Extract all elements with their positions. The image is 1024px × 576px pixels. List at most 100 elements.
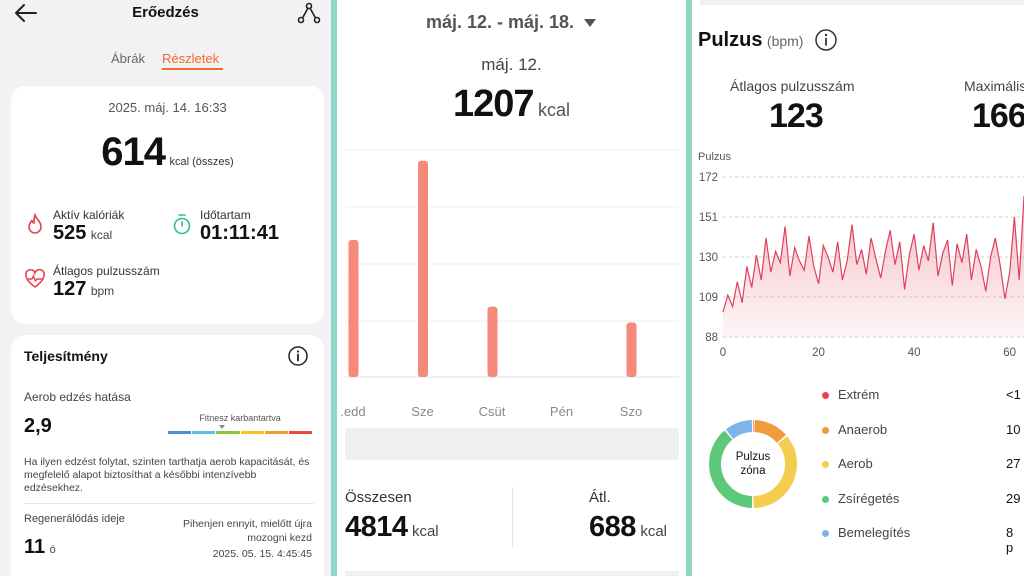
recovery-unit: ó xyxy=(49,544,56,556)
heart-rate-icon xyxy=(25,269,45,288)
workout-details-panel: Erőedzés Ábrák Részletek 2025. máj. 14. … xyxy=(0,0,331,576)
x-tick-label: Pén xyxy=(550,404,573,419)
zone-dot xyxy=(822,461,829,468)
zone-label: Aerob xyxy=(838,456,873,471)
total-unit: kcal xyxy=(411,523,439,540)
divider xyxy=(24,503,314,504)
calorie-bar[interactable] xyxy=(487,306,498,377)
tab-charts[interactable]: Ábrák xyxy=(111,51,145,66)
zone-item: Extrém <1 xyxy=(822,386,1024,421)
performance-title: Teljesítmény xyxy=(24,348,108,364)
x-tick-label: 60 xyxy=(1003,347,1016,359)
fitness-scale-label: Fitnesz karbantartva xyxy=(199,413,281,423)
heart-rate-title-text: Pulzus xyxy=(698,29,763,51)
performance-card: Teljesítmény Aerob edzés hatása 2,9 Fitn… xyxy=(11,335,324,576)
back-arrow-icon xyxy=(15,4,37,22)
x-tick-label: Csüt xyxy=(479,404,506,419)
heart-rate-title: Pulzus (bpm) xyxy=(698,29,803,52)
recovery-hours: 11 xyxy=(24,536,46,558)
back-button[interactable] xyxy=(12,2,38,24)
aerobic-description: Ha ilyen edzést folytat, szinten tarthat… xyxy=(24,456,310,494)
selected-day-value: 1207 xyxy=(452,83,535,125)
x-tick-label: 40 xyxy=(908,347,921,359)
tab-active-underline xyxy=(162,68,223,70)
avg-hr-value: 123 xyxy=(769,97,824,135)
duration-value: 01:11:41 xyxy=(200,222,279,244)
avg-heart-rate: 127 bpm xyxy=(53,278,114,301)
zone-label: Zsírégetés xyxy=(838,490,900,506)
stopwatch-icon xyxy=(173,214,191,235)
fitness-scale-marker xyxy=(219,425,225,429)
calorie-bar[interactable] xyxy=(418,160,428,377)
calorie-bar[interactable] xyxy=(348,240,359,377)
recovery-value: 11 ó xyxy=(24,536,56,559)
heart-rate-area xyxy=(723,196,1024,337)
total-label: Összesen xyxy=(345,489,412,506)
route-icon xyxy=(297,2,321,24)
route-button[interactable] xyxy=(297,2,321,24)
vertical-divider xyxy=(512,487,513,547)
recovery-time: 2025. 05. 15. 4:45:45 xyxy=(212,548,312,560)
flame-icon xyxy=(28,213,42,234)
zone-value: 10 xyxy=(1006,421,1021,437)
zone-item: Anaerob 10 xyxy=(822,421,1024,456)
x-tick-label: Szo xyxy=(620,404,642,419)
y-tick-label: 172 xyxy=(699,172,718,184)
zone-label: Extrém xyxy=(838,387,880,402)
zone-dot xyxy=(822,530,829,537)
y-tick-label: 88 xyxy=(705,332,718,344)
top-band xyxy=(700,0,1024,5)
average-unit: kcal xyxy=(640,523,668,540)
zone-label: Bemelegítés xyxy=(838,525,911,540)
zone-segment xyxy=(709,420,797,508)
heart-rate-line xyxy=(722,195,1024,313)
calories-week-panel: máj. 12. - máj. 18. máj. 12. 1207 kcal .… xyxy=(337,0,686,576)
summary-card: 2025. máj. 14. 16:33 614 kcal (összes) A… xyxy=(11,86,324,324)
fitness-scale-bar xyxy=(168,431,313,434)
heart-rate-title-unit: (bpm) xyxy=(766,33,804,49)
zone-value: 29 xyxy=(1006,490,1021,506)
zone-item: Aerob 27 xyxy=(822,455,1024,490)
dropdown-triangle-icon xyxy=(584,19,597,27)
scale-segment xyxy=(216,431,240,434)
info-icon[interactable] xyxy=(287,345,309,367)
zone-label: Anaerob xyxy=(838,421,888,437)
total-calories: 4814 kcal xyxy=(345,511,439,544)
recovery-label: Regenerálódás ideje xyxy=(24,513,125,525)
active-calories: 525 kcal xyxy=(53,222,112,245)
active-calories-label: Aktív kalóriák xyxy=(53,208,125,222)
average-calories: 688 kcal xyxy=(589,511,667,544)
aerobic-effect-label: Aerob edzés hatása xyxy=(24,390,131,404)
heart-rate-zone-donut xyxy=(709,420,797,508)
y-axis-label: Pulzus xyxy=(698,151,732,163)
selected-day-calories: 1207 kcal xyxy=(337,83,686,126)
donut-label-line2: zóna xyxy=(740,465,766,477)
x-tick-label: .edd xyxy=(340,404,365,419)
scale-segment xyxy=(240,431,264,434)
y-tick-label: 130 xyxy=(699,252,718,264)
total-calories: 614 kcal (összes) xyxy=(11,130,324,175)
avg-heart-rate-value: 127 xyxy=(53,278,87,300)
date-range-selector[interactable]: máj. 12. - máj. 18. xyxy=(337,12,686,33)
scale-segment xyxy=(168,431,192,434)
avg-heart-rate-label: Átlagos pulzusszám xyxy=(53,264,160,278)
zone-dot xyxy=(822,392,829,399)
scale-segment xyxy=(288,431,313,434)
total-value: 4814 xyxy=(345,511,408,543)
max-hr-value: 166 xyxy=(972,97,1024,135)
tab-details[interactable]: Részletek xyxy=(162,51,220,66)
recovery-note: Pihenjen ennyit, mielőtt újra mozogni ke… xyxy=(183,518,312,544)
zone-value: 8 p xyxy=(1006,525,1014,555)
max-hr-label: Maximális xyxy=(964,78,1024,94)
x-tick-label: 20 xyxy=(812,347,825,359)
info-icon[interactable] xyxy=(814,28,838,52)
x-tick-label: Sze xyxy=(411,404,433,419)
avg-hr-label: Átlagos pulzusszám xyxy=(730,78,855,94)
zone-dot xyxy=(822,426,829,434)
total-calories-unit: kcal (összes) xyxy=(169,156,234,168)
zone-item: Bemelegítés 8 p xyxy=(822,524,1024,559)
calorie-bar[interactable] xyxy=(626,322,637,377)
scale-segment xyxy=(264,431,288,434)
zone-segment xyxy=(709,420,797,508)
zone-item: Zsírégetés 29 xyxy=(822,490,1024,525)
